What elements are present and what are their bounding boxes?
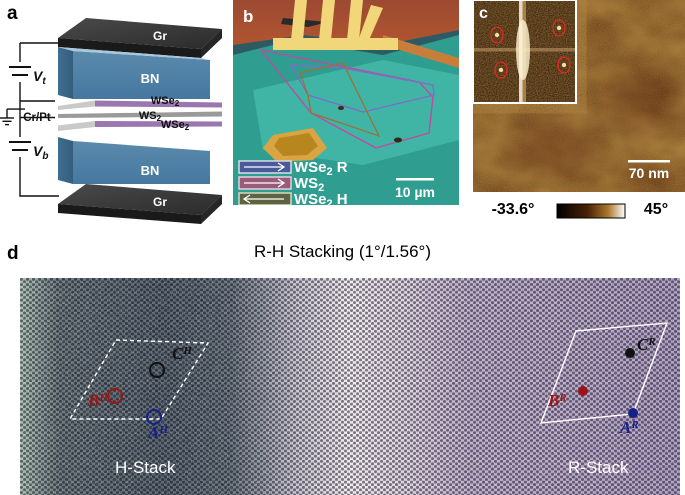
svg-text:Vt: Vt — [33, 68, 46, 87]
svg-text:-33.6°: -33.6° — [492, 201, 535, 218]
svg-text:WS2: WS2 — [139, 110, 162, 123]
svg-text:70 nm: 70 nm — [629, 165, 669, 181]
svg-text:BN: BN — [141, 163, 160, 178]
svg-text:H-Stack: H-Stack — [115, 458, 176, 477]
svg-text:10 µm: 10 µm — [395, 184, 435, 200]
svg-text:WSe2: WSe2 — [161, 119, 190, 132]
svg-text:45°: 45° — [644, 201, 668, 218]
svg-text:c: c — [479, 5, 488, 22]
svg-text:R-Stack: R-Stack — [568, 458, 629, 477]
svg-text:Gr: Gr — [153, 29, 167, 43]
svg-text:WSe2 H: WSe2 H — [294, 191, 348, 205]
svg-text:Gr: Gr — [153, 195, 167, 209]
svg-text:BN: BN — [141, 71, 160, 86]
svg-text:Cr/Pt: Cr/Pt — [23, 112, 51, 124]
svg-text:b: b — [243, 7, 253, 26]
svg-text:Vb: Vb — [33, 143, 48, 162]
